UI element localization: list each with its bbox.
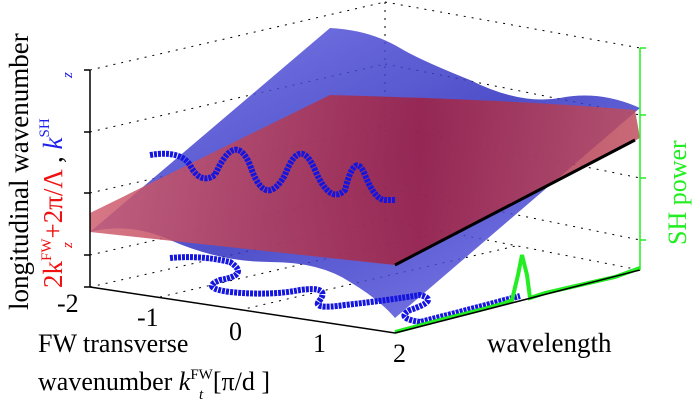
z-axis-label-red-sub: z (60, 242, 76, 249)
x-tick-label: 2 (393, 339, 406, 368)
axes (84, 69, 641, 334)
x-axis-label-line2: wavenumber kFW[π/d ] (38, 367, 270, 396)
right-axis-label: SH power (663, 140, 692, 245)
z-axis-label-main: longitudinal wavenumber (4, 33, 34, 310)
phase-matching-curve (149, 146, 395, 203)
z-axis-label-series: 2kFW+2π/Λ , kSH (37, 118, 68, 288)
x-axis-label-sub: t (199, 387, 204, 401)
y-axis-label: wavelength (487, 328, 612, 358)
z-axis-label-blue-sub: z (60, 72, 76, 79)
black-line (394, 138, 636, 267)
x-axis-label-line1: FW transverse (38, 329, 188, 358)
x-tick-label: 0 (229, 317, 242, 346)
right-axis (639, 47, 646, 270)
x-tick-label: -1 (137, 303, 159, 332)
x-tick-label: -2 (57, 289, 79, 318)
x-tick-label: 1 (313, 329, 326, 358)
phase-matching-curve-projection (169, 254, 521, 326)
